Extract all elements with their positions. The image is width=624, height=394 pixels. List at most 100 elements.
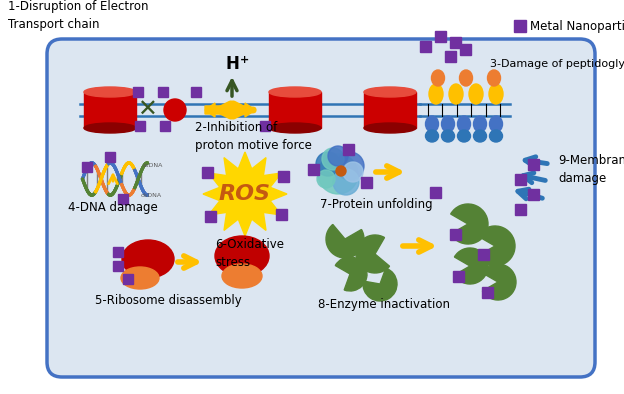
Ellipse shape [489,116,502,132]
Text: 2-Inhibition of
proton motive force: 2-Inhibition of proton motive force [195,121,312,152]
Circle shape [328,146,348,166]
Wedge shape [335,257,367,291]
Bar [449,229,461,240]
Bar [361,177,371,188]
Ellipse shape [364,87,416,97]
Bar [82,162,92,172]
Ellipse shape [457,130,470,142]
FancyArrowPatch shape [518,189,542,199]
Text: 1-Disruption of Electron
Transport chain: 1-Disruption of Electron Transport chain [8,0,149,31]
FancyArrowPatch shape [211,104,245,116]
Ellipse shape [269,123,321,133]
Ellipse shape [489,84,503,104]
Wedge shape [478,226,515,266]
Wedge shape [451,204,488,244]
FancyArrowPatch shape [227,81,237,96]
Bar [515,173,525,184]
Ellipse shape [432,70,444,86]
Ellipse shape [426,130,439,142]
Bar [459,43,470,54]
Bar [84,92,136,128]
Ellipse shape [469,84,483,104]
Polygon shape [203,152,287,236]
Ellipse shape [474,130,487,142]
Bar [527,188,539,199]
Bar [160,121,170,131]
Circle shape [336,152,364,180]
Bar [276,208,286,219]
Bar [434,30,446,41]
Bar [419,41,431,52]
FancyArrowPatch shape [523,173,545,183]
Text: ssDNA: ssDNA [143,163,163,168]
Bar [202,167,213,178]
FancyArrowPatch shape [218,104,253,116]
Wedge shape [363,268,397,301]
Bar [191,87,201,97]
Bar [527,158,539,169]
Circle shape [343,162,363,182]
Bar [269,92,321,128]
Bar [205,210,215,221]
Text: ✕: ✕ [137,98,157,122]
Bar [269,92,321,128]
Bar [477,249,489,260]
Bar [135,121,145,131]
Ellipse shape [457,116,470,132]
FancyArrowPatch shape [376,166,399,178]
Ellipse shape [426,116,439,132]
Ellipse shape [215,236,269,276]
Bar [158,87,168,97]
Circle shape [316,152,340,176]
Ellipse shape [122,240,174,278]
Text: 8-Enzyme inactivation: 8-Enzyme inactivation [318,298,450,311]
Text: 6-Oxidative
stress: 6-Oxidative stress [215,238,284,269]
Ellipse shape [269,87,321,97]
Text: 7-Protein unfolding: 7-Protein unfolding [320,198,432,211]
FancyBboxPatch shape [47,39,595,377]
Ellipse shape [222,264,262,288]
Circle shape [317,170,335,188]
Bar [260,121,270,131]
Bar [84,92,136,128]
Ellipse shape [474,116,487,132]
Ellipse shape [84,87,136,97]
Circle shape [336,166,346,176]
Ellipse shape [449,84,463,104]
Ellipse shape [489,130,502,142]
Wedge shape [482,264,516,300]
Ellipse shape [442,116,454,132]
Circle shape [322,148,344,170]
Text: dsDNA: dsDNA [141,193,162,198]
Bar [105,152,115,162]
Bar [118,194,128,204]
Wedge shape [454,248,488,284]
Text: 5-Ribosome disassembly: 5-Ribosome disassembly [95,294,241,307]
Bar [113,261,123,271]
Bar [444,50,456,61]
Bar [515,203,525,214]
Bar [343,143,354,154]
Bar [364,92,416,128]
Text: H: H [225,55,239,73]
Wedge shape [326,225,364,258]
Circle shape [164,99,186,121]
Ellipse shape [429,84,443,104]
Text: 4-DNA damage: 4-DNA damage [68,201,158,214]
FancyArrow shape [205,103,255,117]
FancyArrowPatch shape [178,256,196,268]
Circle shape [333,169,359,195]
Bar [452,271,464,281]
Text: ROS: ROS [219,184,271,204]
FancyArrowPatch shape [525,157,547,167]
Bar [308,164,318,175]
Ellipse shape [84,123,136,133]
Wedge shape [356,235,389,273]
Bar [133,87,143,97]
Bar [514,20,526,32]
Bar [113,247,123,257]
Text: Metal Nanoparticles: Metal Nanoparticles [530,19,624,32]
FancyArrowPatch shape [402,240,431,252]
Bar [482,286,492,297]
Text: +: + [240,55,249,65]
